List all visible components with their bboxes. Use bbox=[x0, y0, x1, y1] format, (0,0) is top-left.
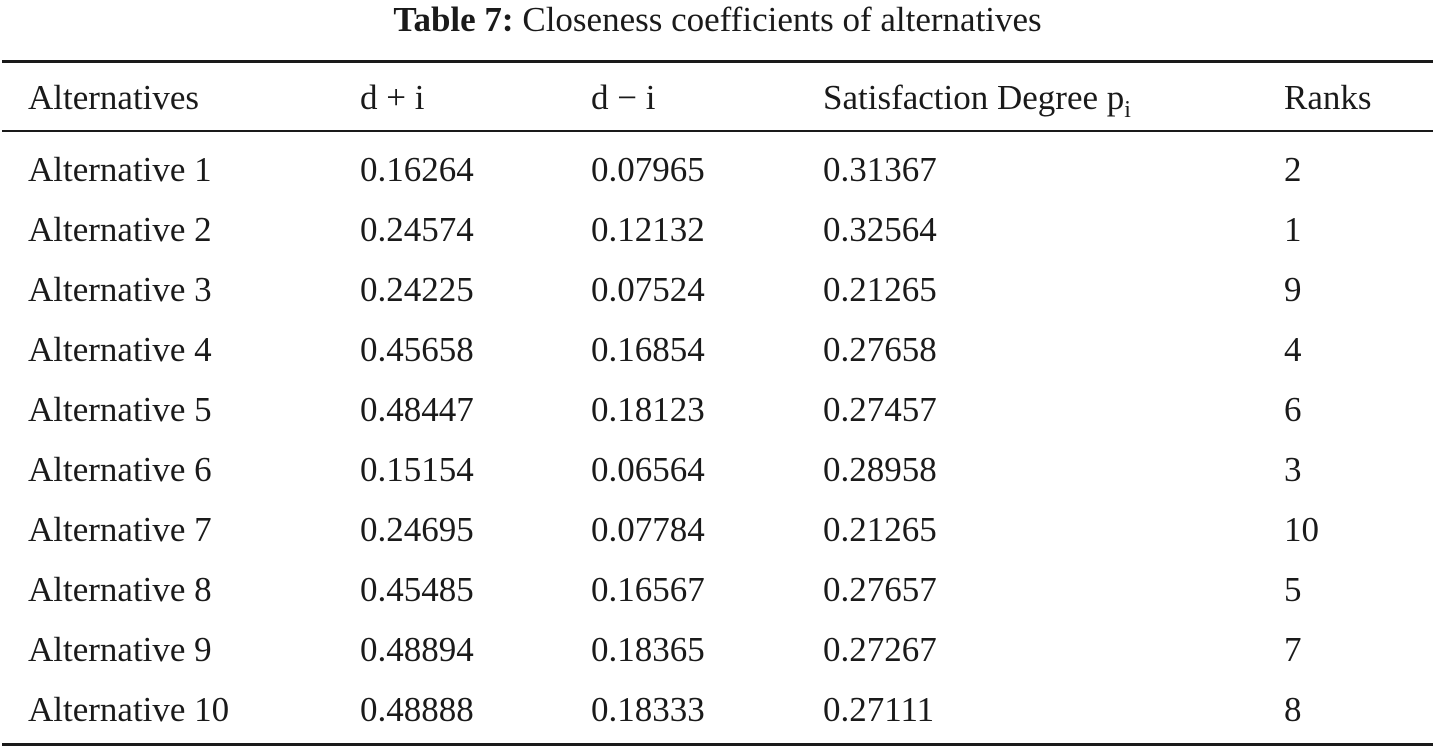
alternative-name: Alternative 8 bbox=[28, 570, 212, 609]
d-minus-value: 0.07965 bbox=[591, 150, 705, 189]
d-minus-value: 0.16854 bbox=[591, 330, 705, 369]
d-plus-value: 0.24225 bbox=[360, 270, 474, 309]
alternative-name: Alternative 9 bbox=[28, 630, 212, 669]
header-satisfaction-degree-text: Satisfaction Degree p bbox=[823, 78, 1125, 117]
d-minus-value: 0.18365 bbox=[591, 630, 705, 669]
header-ranks: Ranks bbox=[1284, 78, 1372, 117]
satisfaction-degree-value: 0.27111 bbox=[823, 690, 935, 729]
rank-value: 4 bbox=[1284, 330, 1302, 369]
d-minus-value: 0.12132 bbox=[591, 210, 705, 249]
alternative-name: Alternative 7 bbox=[28, 510, 212, 549]
d-plus-value: 0.48447 bbox=[360, 390, 474, 429]
rank-value: 8 bbox=[1284, 690, 1302, 729]
rank-value: 1 bbox=[1284, 210, 1302, 249]
satisfaction-degree-value: 0.27457 bbox=[823, 390, 937, 429]
header-rule bbox=[2, 130, 1433, 132]
rank-value: 7 bbox=[1284, 630, 1302, 669]
header-d-plus: d + i bbox=[360, 78, 425, 117]
d-minus-value: 0.07524 bbox=[591, 270, 705, 309]
satisfaction-degree-value: 0.31367 bbox=[823, 150, 937, 189]
satisfaction-degree-value: 0.21265 bbox=[823, 510, 937, 549]
alternative-name: Alternative 1 bbox=[28, 150, 212, 189]
header-satisfaction-degree: Satisfaction Degree pi bbox=[823, 78, 1131, 122]
rank-value: 3 bbox=[1284, 450, 1302, 489]
header-alternatives: Alternatives bbox=[28, 78, 200, 117]
d-minus-value: 0.06564 bbox=[591, 450, 705, 489]
bottom-rule bbox=[2, 743, 1433, 746]
alternative-name: Alternative 3 bbox=[28, 270, 212, 309]
satisfaction-degree-value: 0.21265 bbox=[823, 270, 937, 309]
satisfaction-degree-value: 0.27657 bbox=[823, 570, 937, 609]
alternative-name: Alternative 5 bbox=[28, 390, 212, 429]
header-subscript: i bbox=[1124, 97, 1131, 123]
rank-value: 5 bbox=[1284, 570, 1302, 609]
satisfaction-degree-value: 0.32564 bbox=[823, 210, 937, 249]
alternative-name: Alternative 10 bbox=[28, 690, 230, 729]
header-d-minus: d − i bbox=[591, 78, 656, 117]
top-rule bbox=[2, 60, 1433, 63]
d-plus-value: 0.48888 bbox=[360, 690, 474, 729]
d-minus-value: 0.16567 bbox=[591, 570, 705, 609]
satisfaction-degree-value: 0.27658 bbox=[823, 330, 937, 369]
rank-value: 2 bbox=[1284, 150, 1302, 189]
table-caption: Table 7: Closeness coefficients of alter… bbox=[0, 0, 1435, 40]
d-minus-value: 0.18123 bbox=[591, 390, 705, 429]
rank-value: 10 bbox=[1284, 510, 1319, 549]
d-minus-value: 0.18333 bbox=[591, 690, 705, 729]
d-plus-value: 0.45658 bbox=[360, 330, 474, 369]
alternative-name: Alternative 4 bbox=[28, 330, 212, 369]
d-plus-value: 0.24574 bbox=[360, 210, 474, 249]
alternative-name: Alternative 2 bbox=[28, 210, 212, 249]
d-plus-value: 0.48894 bbox=[360, 630, 474, 669]
rank-value: 9 bbox=[1284, 270, 1302, 309]
d-plus-value: 0.16264 bbox=[360, 150, 474, 189]
caption-text: Closeness coefficients of alternatives bbox=[522, 0, 1042, 39]
rank-value: 6 bbox=[1284, 390, 1302, 429]
d-plus-value: 0.45485 bbox=[360, 570, 474, 609]
satisfaction-degree-value: 0.27267 bbox=[823, 630, 937, 669]
alternative-name: Alternative 6 bbox=[28, 450, 212, 489]
d-minus-value: 0.07784 bbox=[591, 510, 705, 549]
satisfaction-degree-value: 0.28958 bbox=[823, 450, 937, 489]
d-plus-value: 0.24695 bbox=[360, 510, 474, 549]
d-plus-value: 0.15154 bbox=[360, 450, 474, 489]
caption-label: Table 7: bbox=[393, 0, 514, 39]
